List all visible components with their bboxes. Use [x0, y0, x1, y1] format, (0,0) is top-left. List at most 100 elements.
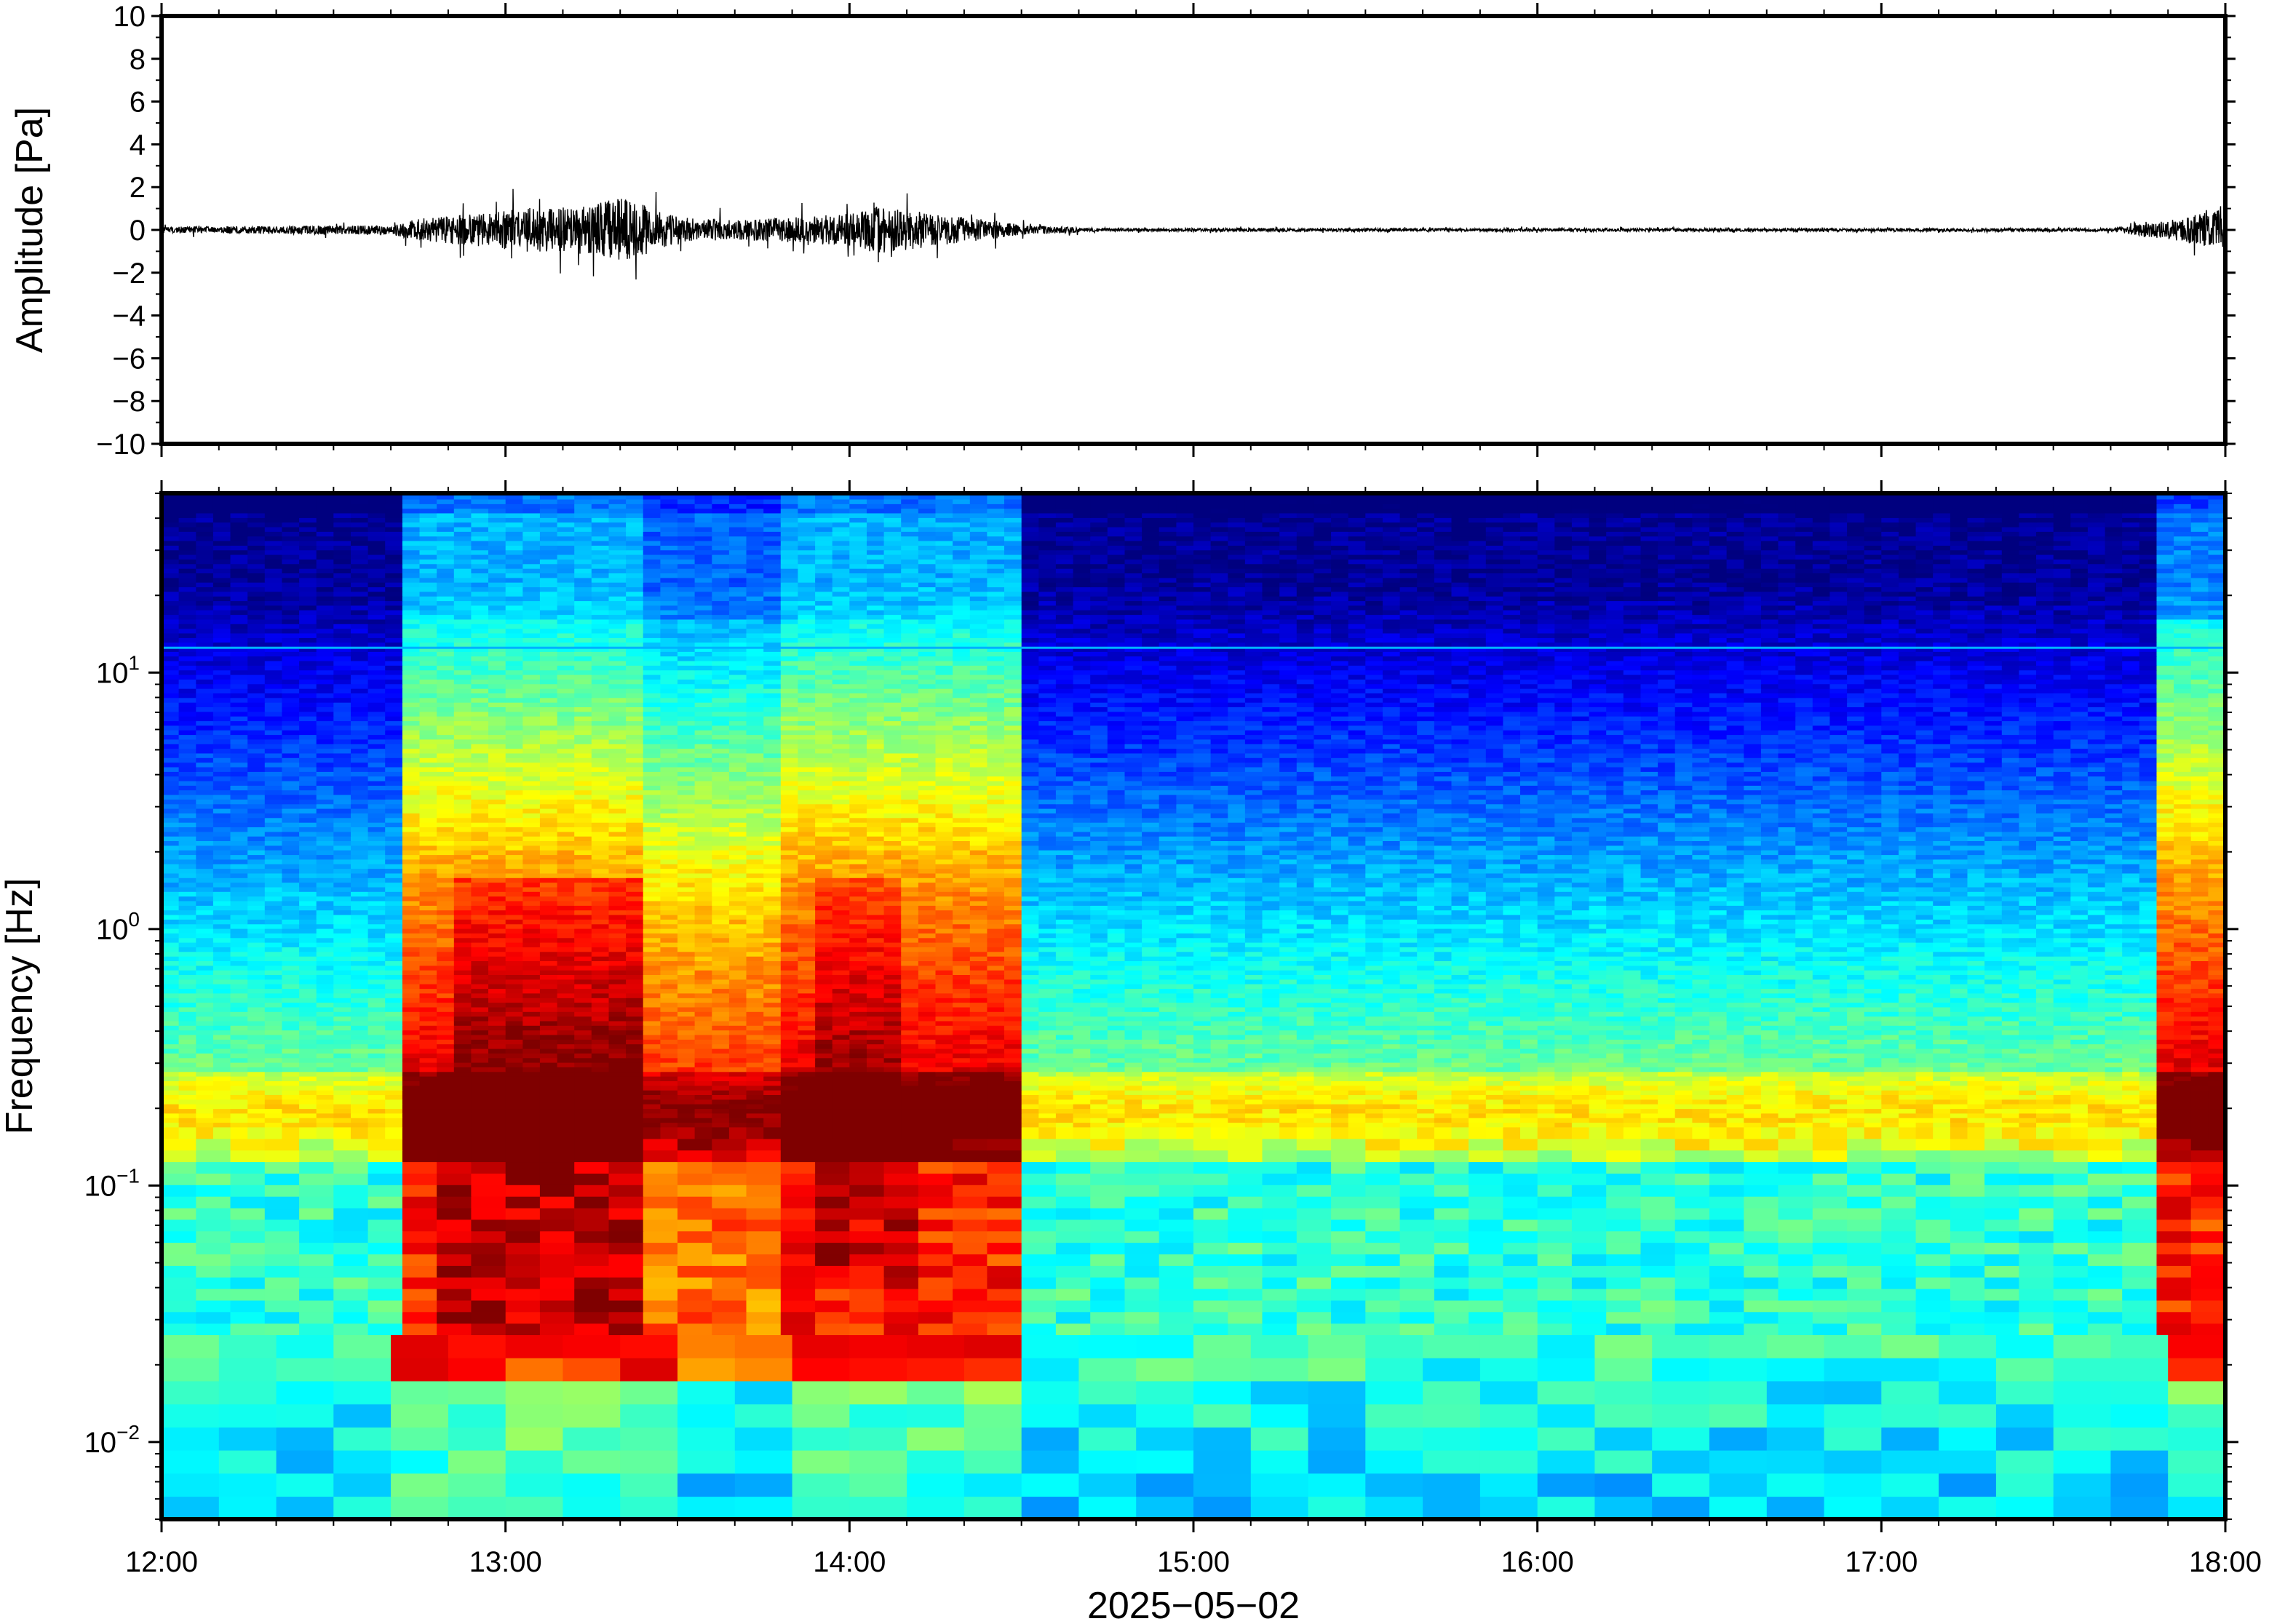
spectrogram-cell — [643, 1030, 661, 1035]
spectrogram-cell — [1107, 1104, 1126, 1110]
spectrogram-cell — [1331, 1053, 1349, 1059]
spectrogram-cell — [282, 1089, 300, 1095]
spectrogram-cell — [2156, 1034, 2174, 1040]
spectrogram-cell — [867, 1089, 885, 1095]
spectrogram-cell — [1640, 998, 1658, 1003]
spectrogram-cell — [1365, 1075, 1383, 1081]
spectrogram-cell — [1760, 1020, 1779, 1026]
spectrogram-cell — [1210, 1002, 1228, 1008]
spectrogram-cell — [1365, 1242, 1401, 1254]
spectrogram-cell — [883, 1075, 902, 1081]
spectrogram-cell — [1589, 1118, 1607, 1123]
spectrogram-cell — [1331, 1207, 1367, 1220]
spectrogram-cell — [1434, 1080, 1453, 1086]
spectrogram-cell — [832, 1108, 851, 1114]
spectrogram-cell — [299, 1173, 335, 1185]
spectrogram-cell — [1984, 1299, 2020, 1313]
spectrogram-cell — [367, 1020, 386, 1026]
spectrogram-cell — [1451, 1067, 1469, 1072]
spectrogram-cell — [935, 1112, 953, 1118]
spectrogram-cell — [2122, 1085, 2140, 1091]
spectrogram-cell — [448, 1404, 506, 1428]
spectrogram-cell — [2110, 1496, 2169, 1519]
spectrogram-cell — [1244, 1094, 1263, 1100]
spectrogram-cell — [712, 1265, 747, 1278]
spectrogram-cell — [849, 1108, 867, 1114]
spectrogram-cell — [1331, 1108, 1349, 1114]
spectrogram-cell — [1503, 1067, 1521, 1072]
spectrogram-cell — [212, 1006, 231, 1012]
spectrogram-cell — [230, 1048, 248, 1054]
spectrogram-cell — [591, 1006, 610, 1012]
spectrogram-cell — [918, 1265, 953, 1278]
spectrogram-cell — [763, 1112, 782, 1118]
spectrogram-cell — [505, 1108, 524, 1114]
spectrogram-cell — [591, 1048, 610, 1054]
spectrogram-cell — [1159, 1288, 1194, 1301]
spectrogram-cell — [832, 1099, 851, 1104]
spectrogram-cell — [2053, 1334, 2112, 1358]
spectrogram-cell — [1520, 1126, 1538, 1139]
spectrogram-cell — [1933, 1126, 1951, 1139]
spectrogram-cell — [883, 1085, 902, 1091]
spectrogram-cell — [1055, 1299, 1091, 1313]
spectrogram-cell — [2156, 1062, 2174, 1067]
spectrogram-cell — [1658, 1067, 1676, 1072]
spectrogram-cell — [746, 1057, 764, 1063]
spectrogram-cell — [1726, 1062, 1744, 1067]
spectrogram-cell — [522, 1025, 541, 1031]
spectrogram-cell — [1055, 1034, 1074, 1040]
spectrogram-cell — [505, 1219, 541, 1232]
spectrogram-cell — [1950, 1039, 1968, 1045]
spectrogram-cell — [178, 1118, 196, 1123]
spectrogram-cell — [883, 1048, 902, 1054]
spectrogram-cell — [1606, 1185, 1642, 1197]
spectrogram-cell — [1554, 1067, 1573, 1072]
spectrogram-cell — [1692, 1048, 1710, 1054]
spectrogram-cell — [1778, 1099, 1796, 1104]
spectrogram-cell — [2053, 1104, 2072, 1110]
spectrogram-cell — [218, 1380, 277, 1405]
spectrogram-cell — [694, 1094, 712, 1100]
spectrogram-cell — [1520, 1006, 1538, 1012]
spectrogram-cell — [867, 1062, 885, 1067]
spectrogram-cell — [2190, 1071, 2209, 1077]
spectrogram-cell — [2190, 1067, 2209, 1072]
spectrogram-cell — [1824, 1427, 1883, 1451]
spectrogram-cell — [883, 1099, 902, 1104]
spectrogram-cell — [471, 1062, 489, 1067]
spectrogram-cell — [694, 1089, 712, 1095]
spectrogram-cell — [1365, 1380, 1423, 1405]
spectrogram-cell — [1640, 1118, 1658, 1123]
spectrogram-cell — [2190, 1011, 2209, 1017]
spectrogram-cell — [1073, 1071, 1091, 1077]
spectrogram-cell — [505, 1122, 524, 1128]
spectrogram-cell — [196, 1094, 214, 1100]
spectrogram-cell — [212, 1025, 231, 1031]
spectrogram-cell — [883, 1323, 919, 1335]
spectrogram-cell — [1537, 1048, 1556, 1054]
spectrogram-cell — [264, 1108, 283, 1114]
spectrogram-cell — [2087, 1195, 2123, 1209]
spectrogram-cell — [1744, 1002, 1762, 1008]
spectrogram-cell — [1537, 1108, 1556, 1114]
spectrogram-cell — [505, 1242, 541, 1254]
spectrogram-cell — [728, 1043, 747, 1049]
spectrogram-cell — [815, 1039, 833, 1045]
spectrogram-cell — [1915, 1108, 1934, 1114]
spectrogram-cell — [1159, 1138, 1194, 1151]
spectrogram-cell — [333, 1138, 369, 1151]
spectrogram-cell — [1451, 1108, 1469, 1114]
spectrogram-cell — [1090, 1254, 1126, 1266]
spectrogram-cell — [557, 1122, 575, 1128]
spectrogram-cell — [1348, 1112, 1367, 1118]
spectrogram-cell — [539, 1242, 575, 1254]
spectrogram-cell — [1640, 1067, 1658, 1072]
spectrogram-cell — [1984, 1089, 2003, 1095]
spectrogram-cell — [1090, 1207, 1126, 1220]
spectrogram-cell — [574, 1075, 592, 1081]
spectrogram-cell — [1967, 1002, 1985, 1008]
spectrogram-cell — [1537, 1020, 1556, 1026]
spectrogram-cell — [1503, 1039, 1521, 1045]
spectrogram-cell — [1744, 1104, 1762, 1110]
